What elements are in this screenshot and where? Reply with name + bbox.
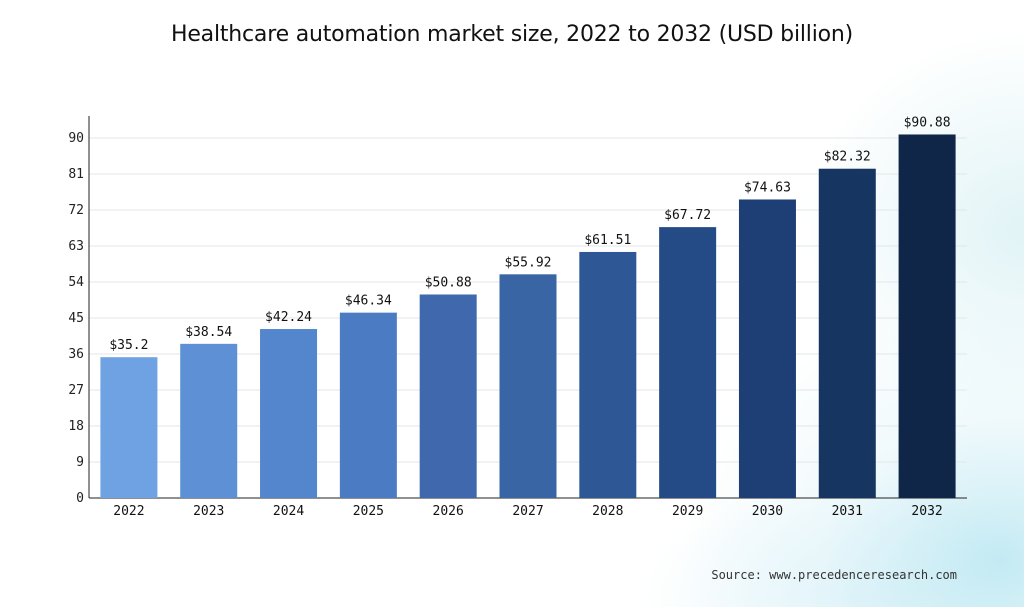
- data-label: $46.34: [345, 294, 392, 309]
- chart-title: Healthcare automation market size, 2022 …: [170, 22, 853, 47]
- data-label: $50.88: [425, 275, 472, 290]
- bar: [419, 294, 477, 498]
- bar: [100, 357, 158, 498]
- bar: [659, 227, 717, 498]
- y-tick-label: 45: [68, 311, 84, 326]
- y-tick-label: 0: [76, 491, 84, 506]
- x-tick-label: 2032: [911, 504, 942, 519]
- source-label: Source:: [711, 568, 762, 582]
- y-tick-label: 72: [68, 203, 84, 218]
- data-label: $67.72: [664, 208, 711, 223]
- x-tick-label: 2026: [433, 504, 464, 519]
- x-tick-label: 2025: [353, 504, 384, 519]
- y-tick-label: 90: [68, 131, 84, 146]
- data-label: $82.32: [824, 150, 871, 165]
- y-tick-label: 63: [68, 239, 84, 254]
- data-label: $55.92: [505, 255, 552, 270]
- y-tick-label: 36: [68, 347, 84, 362]
- source-note: Source: www.precedenceresearch.com: [711, 568, 957, 582]
- data-label: $35.2: [109, 338, 148, 353]
- y-tick-label: 54: [68, 275, 84, 290]
- data-label: $42.24: [265, 310, 312, 325]
- data-label: $74.63: [744, 180, 791, 195]
- x-tick-label: 2022: [113, 504, 144, 519]
- bar: [339, 312, 397, 498]
- bar: [579, 251, 637, 498]
- x-tick-label: 2027: [512, 504, 543, 519]
- data-label: $38.54: [185, 325, 232, 340]
- y-tick-label: 27: [68, 383, 84, 398]
- y-tick-label: 9: [76, 455, 84, 470]
- bar: [818, 168, 876, 498]
- x-tick-label: 2024: [273, 504, 304, 519]
- data-label: $61.51: [584, 233, 631, 248]
- data-label: $90.88: [904, 115, 951, 130]
- x-tick-label: 2028: [592, 504, 623, 519]
- bar: [898, 134, 956, 499]
- y-tick-label: 81: [68, 167, 84, 182]
- x-tick-label: 2023: [193, 504, 224, 519]
- bar: [180, 343, 238, 498]
- bar: [499, 274, 557, 498]
- x-tick-label: 2030: [752, 504, 783, 519]
- x-tick-label: 2031: [832, 504, 863, 519]
- y-tick-label: 18: [68, 419, 84, 434]
- x-tick-label: 2029: [672, 504, 703, 519]
- source-url: www.precedenceresearch.com: [769, 568, 957, 582]
- bar: [738, 199, 796, 499]
- bar: [260, 329, 318, 498]
